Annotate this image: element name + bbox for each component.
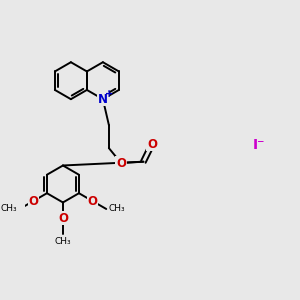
Text: O: O	[116, 157, 126, 169]
Text: CH₃: CH₃	[55, 237, 71, 246]
Text: CH₃: CH₃	[108, 205, 125, 214]
Text: N: N	[98, 93, 108, 106]
Text: +: +	[105, 89, 113, 99]
Text: O: O	[88, 195, 98, 208]
Text: I⁻: I⁻	[253, 138, 266, 152]
Text: O: O	[58, 212, 68, 225]
Text: O: O	[28, 195, 38, 208]
Text: CH₃: CH₃	[1, 205, 17, 214]
Text: O: O	[147, 137, 157, 151]
